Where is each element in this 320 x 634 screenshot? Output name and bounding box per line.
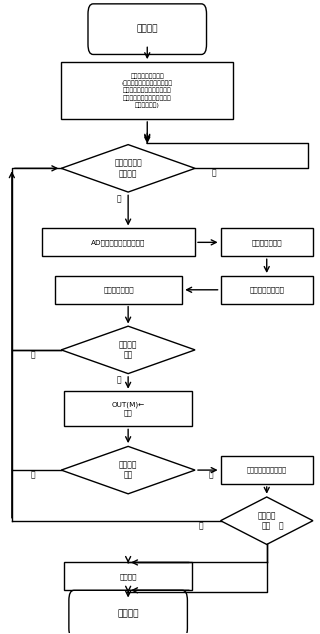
Text: OUT(M)←
输出: OUT(M)← 输出: [111, 401, 145, 416]
Text: 合规判断
子程: 合规判断 子程: [119, 340, 137, 359]
Polygon shape: [61, 446, 195, 494]
Bar: [55, 276, 182, 304]
Text: 循环次数不超
限制次数: 循环次数不超 限制次数: [114, 158, 142, 178]
Text: AD数据采集及滤波子程序: AD数据采集及滤波子程序: [92, 239, 146, 245]
Polygon shape: [61, 145, 195, 192]
Text: 数据处理子程序: 数据处理子程序: [103, 287, 134, 293]
Text: 是: 是: [116, 195, 121, 204]
Text: 符号提取子程序: 符号提取子程序: [252, 239, 282, 245]
Polygon shape: [61, 326, 195, 373]
Bar: [220, 456, 313, 484]
Bar: [220, 276, 313, 304]
Text: 否: 否: [30, 351, 35, 359]
Bar: [61, 62, 233, 119]
Text: 保留判断
子程: 保留判断 子程: [119, 460, 137, 480]
Text: 切换运数据设定子程序: 切换运数据设定子程序: [247, 467, 287, 474]
Text: 否: 否: [199, 521, 204, 530]
Text: 循环次数
判断: 循环次数 判断: [258, 511, 276, 531]
Text: 试验开始: 试验开始: [137, 25, 158, 34]
Text: 复位操作: 复位操作: [119, 573, 137, 579]
Text: 否: 否: [30, 470, 35, 480]
Text: 否: 否: [212, 168, 216, 178]
Bar: [64, 562, 192, 590]
Bar: [42, 228, 195, 256]
Polygon shape: [220, 497, 313, 545]
Bar: [220, 228, 313, 256]
FancyBboxPatch shape: [88, 4, 206, 55]
Text: 是: 是: [279, 521, 284, 530]
Text: 初始参数设定子程序
(上、下温度、电加热时间、电
流趋人设定值、电量最小合同
电流、循环次数、下通道接线
图、保留时间): 初始参数设定子程序 (上、下温度、电加热时间、电 流趋人设定值、电量最小合同 电…: [122, 74, 173, 108]
Text: 试验完毕: 试验完毕: [117, 610, 139, 619]
Text: 是: 是: [116, 376, 121, 385]
Bar: [64, 391, 192, 426]
FancyBboxPatch shape: [69, 590, 188, 634]
Text: 是: 是: [209, 470, 213, 480]
Text: 符号量判断子程序: 符号量判断子程序: [249, 287, 284, 293]
